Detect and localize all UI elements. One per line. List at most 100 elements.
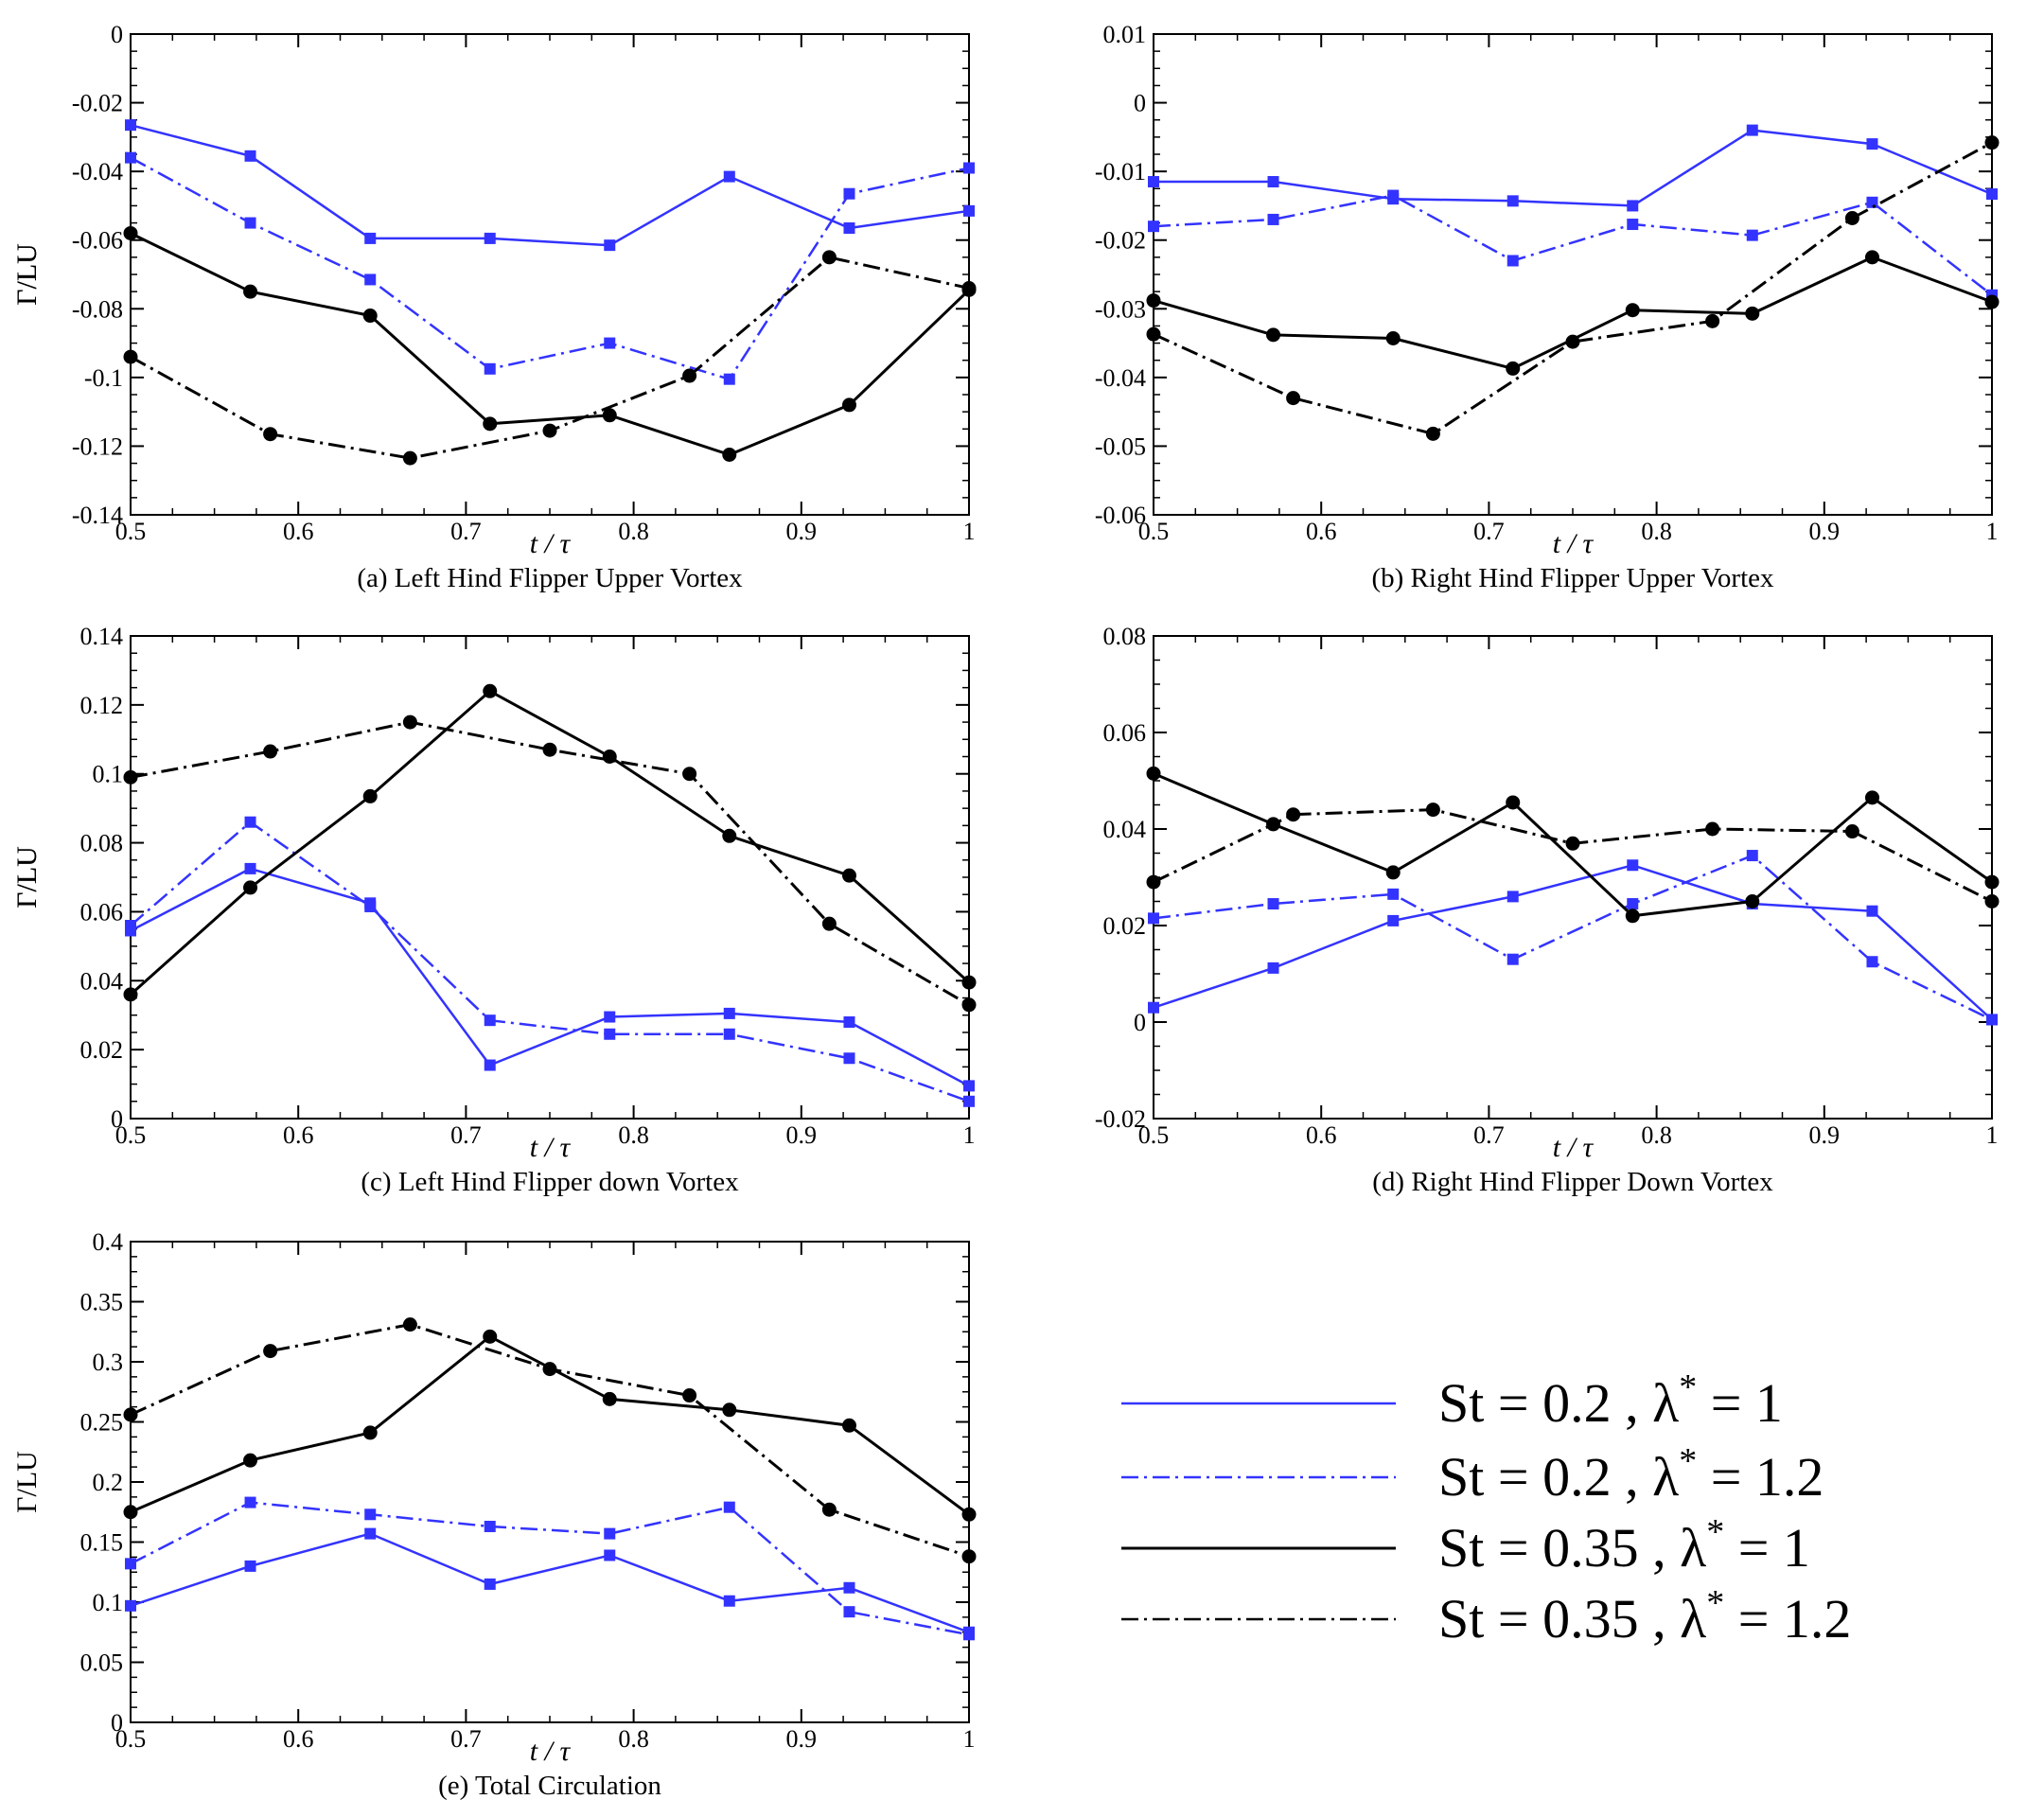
data-point xyxy=(604,1527,616,1540)
data-point xyxy=(682,1388,697,1403)
data-point xyxy=(602,1391,617,1406)
x-tick-label: 0.7 xyxy=(450,518,482,545)
data-point xyxy=(1506,361,1521,376)
data-point xyxy=(722,828,737,843)
y-tick-label: 0 xyxy=(111,1105,123,1133)
data-point xyxy=(1506,795,1521,810)
x-tick-label: 0.8 xyxy=(1641,518,1672,545)
data-point xyxy=(542,1362,557,1377)
series-line xyxy=(1153,772,1993,918)
data-point xyxy=(1267,898,1279,910)
data-point xyxy=(843,1016,855,1028)
data-point xyxy=(843,1052,855,1065)
data-point xyxy=(961,975,977,990)
data-point xyxy=(263,1344,278,1359)
data-point xyxy=(1844,210,1859,225)
data-point xyxy=(841,1418,856,1433)
data-point xyxy=(483,1329,498,1344)
data-point xyxy=(364,273,377,286)
data-point xyxy=(604,1028,616,1040)
data-point xyxy=(1864,790,1879,805)
data-point xyxy=(1986,188,1998,201)
y-tick-label: 0 xyxy=(111,21,123,48)
series-line xyxy=(130,689,970,997)
data-point xyxy=(961,997,977,1013)
data-point xyxy=(1746,229,1758,241)
data-point xyxy=(604,239,616,252)
data-point xyxy=(1864,250,1879,265)
series-line xyxy=(130,232,971,456)
legend-entry: St = 0.35 , λ* = 1.2 xyxy=(1121,1583,1851,1649)
data-point xyxy=(841,397,856,413)
x-tick-label: 0.5 xyxy=(115,518,147,545)
x-tick-label: 0.5 xyxy=(115,1121,147,1149)
data-point xyxy=(1286,391,1301,406)
data-point xyxy=(722,1402,737,1418)
y-tick-label: 0.08 xyxy=(1103,623,1147,650)
y-tick-label: 0.1 xyxy=(93,1589,124,1616)
legend-label-4: St = 0.35 , λ* = 1.2 xyxy=(1438,1583,1851,1649)
data-point xyxy=(1705,313,1720,328)
data-point xyxy=(843,1606,855,1618)
y-tick-label: -0.05 xyxy=(1095,432,1146,460)
series-line xyxy=(130,1501,970,1636)
data-point xyxy=(263,744,278,759)
series-line xyxy=(1153,194,1993,296)
y-tick-label: -0.08 xyxy=(72,295,123,323)
x-axis-title: t / τ xyxy=(530,528,572,559)
data-point xyxy=(1148,176,1159,188)
y-tick-label: -0.06 xyxy=(1095,502,1146,529)
x-tick-label: 1 xyxy=(963,518,976,545)
panel-caption: (e) Total Circulation xyxy=(438,1771,661,1801)
y-tick-label: 0.35 xyxy=(80,1289,124,1316)
y-tick-label: 0.15 xyxy=(80,1529,124,1557)
series-line xyxy=(1153,854,1993,1021)
y-tick-label: 0.2 xyxy=(93,1469,124,1496)
y-tick-label: 0.06 xyxy=(80,898,124,926)
data-point xyxy=(821,250,837,265)
x-tick-label: 0.9 xyxy=(1809,518,1841,545)
legend-entry: St = 0.2 , λ* = 1.2 xyxy=(1121,1441,1824,1508)
panel-e: 0.5 0.6 0.7 0.8 0.9 1 0 0.05 0.1 0.15 0.2 0.25 0.3 0.… xyxy=(11,1228,977,1801)
data-point xyxy=(1146,293,1161,309)
data-point xyxy=(484,232,496,244)
data-point xyxy=(244,816,256,828)
data-point xyxy=(723,373,735,385)
y-axis-title: Γ/LU xyxy=(11,1451,43,1513)
y-tick-label: -0.03 xyxy=(1095,295,1146,323)
y-tick-label: 0.4 xyxy=(93,1228,124,1256)
data-point xyxy=(244,150,256,162)
legend-label-3: St = 0.35 , λ* = 1 xyxy=(1438,1512,1810,1579)
data-point xyxy=(1425,803,1440,818)
data-point xyxy=(1267,176,1279,188)
y-tick-label: -0.1 xyxy=(84,364,123,392)
y-tick-label: -0.06 xyxy=(72,227,123,255)
y-axis-title: Γ/LU xyxy=(11,846,43,908)
data-point xyxy=(1266,327,1281,343)
x-tick-label: 0.9 xyxy=(786,1121,818,1149)
series-line xyxy=(1154,129,1993,207)
data-point xyxy=(1984,874,2000,890)
y-tick-label: 0.05 xyxy=(80,1649,124,1677)
data-point xyxy=(1627,200,1639,212)
series-line xyxy=(130,156,970,380)
data-point xyxy=(125,920,136,931)
data-point xyxy=(604,1549,616,1561)
data-point xyxy=(1387,888,1400,900)
series-line xyxy=(130,1532,970,1633)
data-point xyxy=(1866,905,1878,917)
data-point xyxy=(1146,874,1161,890)
series-line xyxy=(130,867,970,1087)
y-tick-label: 0.3 xyxy=(93,1349,124,1376)
x-axis-title: t / τ xyxy=(1553,528,1595,559)
y-tick-label: 0.12 xyxy=(80,692,124,719)
data-point xyxy=(1705,821,1720,837)
data-point xyxy=(362,309,378,324)
data-point xyxy=(1387,914,1400,926)
y-tick-label: -0.04 xyxy=(1095,364,1146,392)
y-tick-label: -0.02 xyxy=(1095,1105,1146,1133)
x-axis-title: t / τ xyxy=(530,1736,572,1767)
data-point xyxy=(963,162,975,174)
data-point xyxy=(682,368,697,383)
data-point xyxy=(125,1558,136,1570)
